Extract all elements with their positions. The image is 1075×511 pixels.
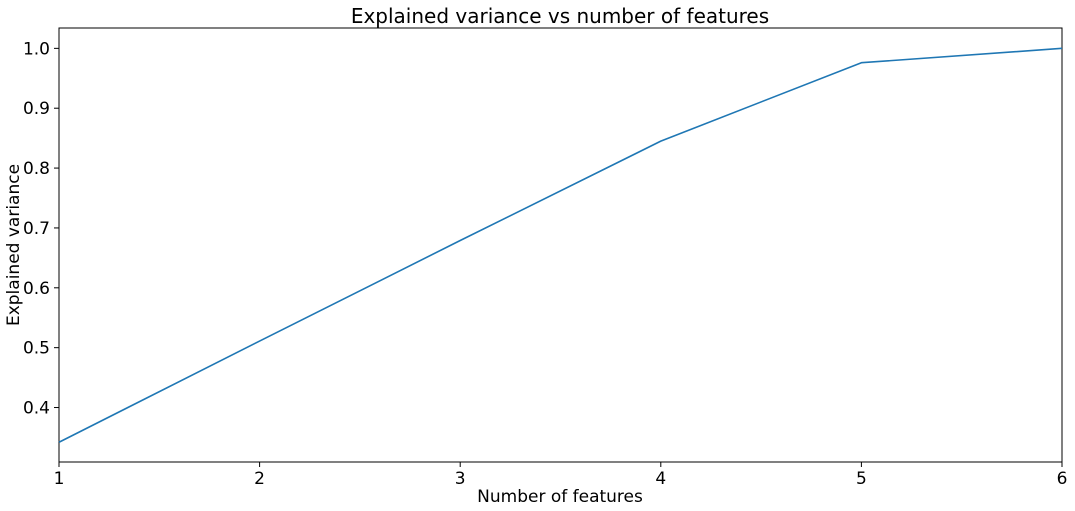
x-tick-label: 6 bbox=[1057, 469, 1068, 489]
y-tick-label: 1.0 bbox=[23, 39, 50, 59]
y-tick-label: 0.5 bbox=[23, 339, 50, 359]
plot-frame bbox=[58, 27, 1063, 463]
x-axis-label: Number of features bbox=[477, 487, 643, 507]
chart-title: Explained variance vs number of features bbox=[351, 4, 769, 28]
series-layer bbox=[58, 47, 1063, 443]
x-tick-label: 2 bbox=[254, 469, 265, 489]
plot-area bbox=[58, 27, 1063, 463]
y-axis-label: Explained variance bbox=[4, 164, 24, 326]
y-axis: 0.4 0.5 0.6 0.7 0.8 0.9 1.0 bbox=[23, 39, 59, 419]
x-tick-label: 5 bbox=[856, 469, 867, 489]
series-line-0 bbox=[58, 47, 1063, 443]
y-tick-label: 0.8 bbox=[23, 159, 50, 179]
x-axis: 1 2 3 4 5 6 bbox=[54, 462, 1068, 489]
x-tick-label: 4 bbox=[655, 469, 666, 489]
y-tick-label: 0.4 bbox=[23, 399, 50, 419]
x-tick-label: 3 bbox=[455, 469, 466, 489]
x-tick-label: 1 bbox=[54, 469, 65, 489]
y-tick-label: 0.9 bbox=[23, 99, 50, 119]
y-tick-label: 0.7 bbox=[23, 219, 50, 239]
y-tick-label: 0.6 bbox=[23, 279, 50, 299]
